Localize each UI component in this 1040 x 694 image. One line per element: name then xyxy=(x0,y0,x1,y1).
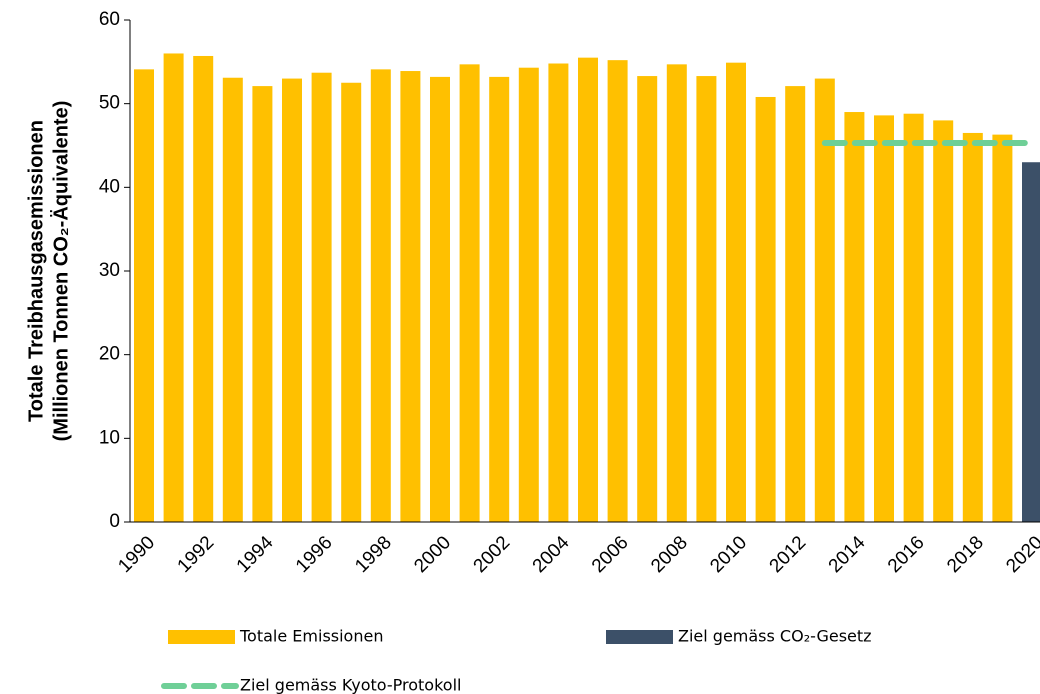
x-tick-label: 2016 xyxy=(884,532,929,577)
y-tick-label: 50 xyxy=(99,93,120,114)
bar xyxy=(370,69,391,522)
x-tick-label: 2014 xyxy=(825,532,870,577)
x-tick-label: 2018 xyxy=(943,532,988,577)
bar xyxy=(489,76,510,522)
x-tick-label: 2004 xyxy=(529,532,574,577)
bar xyxy=(518,67,539,522)
bar xyxy=(134,69,154,522)
bar xyxy=(163,53,184,522)
x-tick-label: 1994 xyxy=(233,532,278,577)
y-tick-label: 30 xyxy=(99,260,120,281)
legend-swatch xyxy=(168,630,235,644)
x-tick-label: 1998 xyxy=(351,532,396,577)
x-tick-label: 2020 xyxy=(1002,532,1040,577)
x-tick-label: 1990 xyxy=(114,532,159,577)
bar xyxy=(637,76,658,522)
bar xyxy=(459,64,480,523)
bar xyxy=(311,72,332,523)
bar xyxy=(252,86,273,522)
x-tick-label: 1992 xyxy=(174,532,219,577)
x-tick-label: 2010 xyxy=(706,532,751,577)
bar xyxy=(933,120,954,523)
bar xyxy=(785,86,806,522)
bar xyxy=(903,113,924,522)
bar xyxy=(578,57,598,523)
x-tick-label: 2002 xyxy=(470,532,515,577)
bar xyxy=(193,55,214,523)
bar xyxy=(222,77,243,522)
bar xyxy=(814,78,835,523)
bar xyxy=(726,62,746,523)
bar xyxy=(696,76,717,522)
y-tick-label: 20 xyxy=(99,344,120,365)
bar xyxy=(666,64,687,523)
legend-label: Totale Emissionen xyxy=(239,627,383,646)
y-axis-title: Totale Treibhausgasemissionen xyxy=(25,120,47,422)
x-tick-label: 2000 xyxy=(410,532,455,577)
legend-label: Ziel gemäss CO₂-Gesetz xyxy=(678,627,872,646)
bar xyxy=(992,134,1013,522)
x-tick-label: 1996 xyxy=(292,532,337,577)
bar xyxy=(844,112,865,523)
y-tick-label: 10 xyxy=(99,427,120,448)
bar xyxy=(341,82,362,522)
bar xyxy=(282,78,302,523)
bar xyxy=(607,60,628,522)
bar xyxy=(874,115,894,522)
bar xyxy=(548,63,569,523)
x-tick-label: 2008 xyxy=(647,532,692,577)
bar xyxy=(755,96,776,523)
bar xyxy=(962,132,983,522)
bar xyxy=(430,76,450,522)
bar xyxy=(1022,162,1040,522)
legend-swatch xyxy=(606,630,673,644)
legend-label: Ziel gemäss Kyoto-Protokoll xyxy=(240,676,461,694)
y-tick-label: 0 xyxy=(109,511,120,532)
x-tick-label: 2012 xyxy=(766,532,811,577)
bar xyxy=(400,71,421,522)
y-axis-title: (Millionen Tonnen CO₂-Äquivalente) xyxy=(49,101,72,442)
y-tick-label: 40 xyxy=(99,176,120,197)
y-tick-label: 60 xyxy=(99,9,120,30)
x-tick-label: 2006 xyxy=(588,532,633,577)
